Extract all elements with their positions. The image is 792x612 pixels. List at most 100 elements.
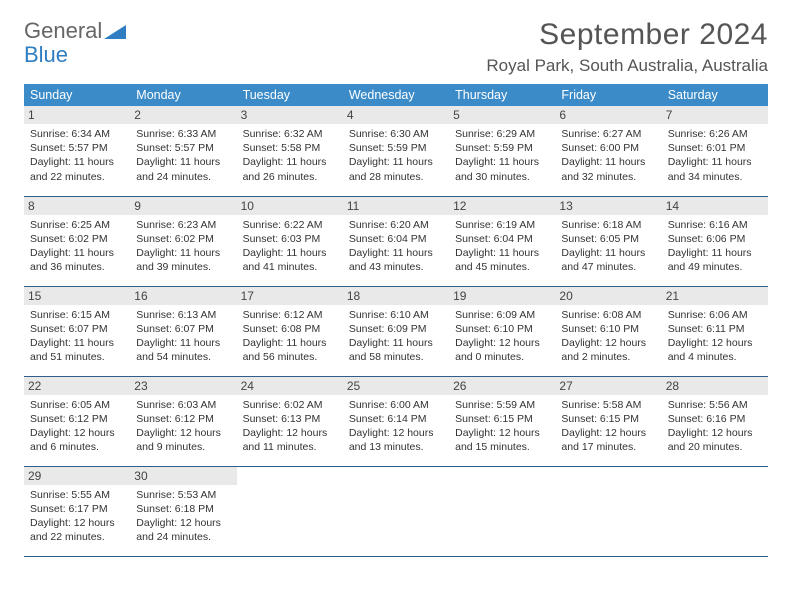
- calendar-week-row: 8Sunrise: 6:25 AMSunset: 6:02 PMDaylight…: [24, 196, 768, 286]
- calendar-day-cell: 28Sunrise: 5:56 AMSunset: 6:16 PMDayligh…: [662, 376, 768, 466]
- daylight-text: Daylight: 12 hours: [136, 516, 230, 530]
- daylight-text: Daylight: 11 hours: [30, 246, 124, 260]
- daylight-text: Daylight: 12 hours: [668, 426, 762, 440]
- day-number: 4: [343, 106, 449, 124]
- calendar-table: Sunday Monday Tuesday Wednesday Thursday…: [24, 84, 768, 557]
- day-number: 3: [237, 106, 343, 124]
- calendar-day-cell: 21Sunrise: 6:06 AMSunset: 6:11 PMDayligh…: [662, 286, 768, 376]
- daylight-text: and 28 minutes.: [349, 170, 443, 184]
- sunset-text: Sunset: 5:59 PM: [349, 141, 443, 155]
- weekday-header: Tuesday: [237, 84, 343, 106]
- daylight-text: and 47 minutes.: [561, 260, 655, 274]
- day-number: 24: [237, 377, 343, 395]
- day-number: 18: [343, 287, 449, 305]
- calendar-day-cell: 6Sunrise: 6:27 AMSunset: 6:00 PMDaylight…: [555, 106, 661, 196]
- daylight-text: Daylight: 11 hours: [136, 336, 230, 350]
- daylight-text: Daylight: 11 hours: [668, 246, 762, 260]
- day-number: 16: [130, 287, 236, 305]
- sunset-text: Sunset: 6:12 PM: [30, 412, 124, 426]
- calendar-day-cell: 11Sunrise: 6:20 AMSunset: 6:04 PMDayligh…: [343, 196, 449, 286]
- day-number: 25: [343, 377, 449, 395]
- daylight-text: Daylight: 11 hours: [243, 336, 337, 350]
- sunset-text: Sunset: 5:57 PM: [30, 141, 124, 155]
- sunset-text: Sunset: 6:02 PM: [30, 232, 124, 246]
- sunrise-text: Sunrise: 6:19 AM: [455, 218, 549, 232]
- daylight-text: Daylight: 11 hours: [136, 155, 230, 169]
- logo: General: [24, 18, 126, 44]
- daylight-text: Daylight: 11 hours: [243, 155, 337, 169]
- daylight-text: Daylight: 11 hours: [30, 336, 124, 350]
- day-number: 12: [449, 197, 555, 215]
- sunrise-text: Sunrise: 6:02 AM: [243, 398, 337, 412]
- sunset-text: Sunset: 6:07 PM: [136, 322, 230, 336]
- sunset-text: Sunset: 6:18 PM: [136, 502, 230, 516]
- weekday-header: Sunday: [24, 84, 130, 106]
- daylight-text: and 11 minutes.: [243, 440, 337, 454]
- day-number: 27: [555, 377, 661, 395]
- daylight-text: Daylight: 12 hours: [561, 426, 655, 440]
- sunset-text: Sunset: 6:06 PM: [668, 232, 762, 246]
- sunset-text: Sunset: 6:16 PM: [668, 412, 762, 426]
- sunset-text: Sunset: 5:58 PM: [243, 141, 337, 155]
- sunrise-text: Sunrise: 6:00 AM: [349, 398, 443, 412]
- daylight-text: and 26 minutes.: [243, 170, 337, 184]
- daylight-text: and 15 minutes.: [455, 440, 549, 454]
- sunrise-text: Sunrise: 5:55 AM: [30, 488, 124, 502]
- calendar-week-row: 1Sunrise: 6:34 AMSunset: 5:57 PMDaylight…: [24, 106, 768, 196]
- calendar-day-cell: [449, 466, 555, 556]
- day-number: 1: [24, 106, 130, 124]
- day-number: 20: [555, 287, 661, 305]
- sunrise-text: Sunrise: 6:05 AM: [30, 398, 124, 412]
- sunset-text: Sunset: 6:14 PM: [349, 412, 443, 426]
- daylight-text: and 24 minutes.: [136, 530, 230, 544]
- weekday-header: Monday: [130, 84, 236, 106]
- calendar-day-cell: 9Sunrise: 6:23 AMSunset: 6:02 PMDaylight…: [130, 196, 236, 286]
- sunrise-text: Sunrise: 6:22 AM: [243, 218, 337, 232]
- calendar-day-cell: 24Sunrise: 6:02 AMSunset: 6:13 PMDayligh…: [237, 376, 343, 466]
- daylight-text: Daylight: 11 hours: [243, 246, 337, 260]
- weekday-header: Thursday: [449, 84, 555, 106]
- daylight-text: Daylight: 12 hours: [561, 336, 655, 350]
- calendar-day-cell: 16Sunrise: 6:13 AMSunset: 6:07 PMDayligh…: [130, 286, 236, 376]
- daylight-text: Daylight: 11 hours: [349, 336, 443, 350]
- day-number: 5: [449, 106, 555, 124]
- sunrise-text: Sunrise: 6:06 AM: [668, 308, 762, 322]
- sunset-text: Sunset: 6:15 PM: [561, 412, 655, 426]
- daylight-text: and 39 minutes.: [136, 260, 230, 274]
- daylight-text: Daylight: 11 hours: [30, 155, 124, 169]
- daylight-text: and 34 minutes.: [668, 170, 762, 184]
- weekday-header-row: Sunday Monday Tuesday Wednesday Thursday…: [24, 84, 768, 106]
- sunrise-text: Sunrise: 6:27 AM: [561, 127, 655, 141]
- calendar-day-cell: 5Sunrise: 6:29 AMSunset: 5:59 PMDaylight…: [449, 106, 555, 196]
- daylight-text: Daylight: 12 hours: [30, 516, 124, 530]
- daylight-text: and 45 minutes.: [455, 260, 549, 274]
- calendar-day-cell: 2Sunrise: 6:33 AMSunset: 5:57 PMDaylight…: [130, 106, 236, 196]
- daylight-text: and 32 minutes.: [561, 170, 655, 184]
- daylight-text: Daylight: 12 hours: [455, 336, 549, 350]
- sunrise-text: Sunrise: 6:18 AM: [561, 218, 655, 232]
- sunset-text: Sunset: 5:57 PM: [136, 141, 230, 155]
- calendar-day-cell: 22Sunrise: 6:05 AMSunset: 6:12 PMDayligh…: [24, 376, 130, 466]
- calendar-day-cell: 23Sunrise: 6:03 AMSunset: 6:12 PMDayligh…: [130, 376, 236, 466]
- day-number: 13: [555, 197, 661, 215]
- sunrise-text: Sunrise: 6:34 AM: [30, 127, 124, 141]
- daylight-text: and 22 minutes.: [30, 530, 124, 544]
- sunrise-text: Sunrise: 6:20 AM: [349, 218, 443, 232]
- daylight-text: and 51 minutes.: [30, 350, 124, 364]
- day-number: 23: [130, 377, 236, 395]
- daylight-text: and 24 minutes.: [136, 170, 230, 184]
- day-number: 11: [343, 197, 449, 215]
- sunrise-text: Sunrise: 5:58 AM: [561, 398, 655, 412]
- month-title: September 2024: [486, 18, 768, 52]
- daylight-text: and 13 minutes.: [349, 440, 443, 454]
- logo-triangle-icon: [104, 23, 126, 39]
- sunset-text: Sunset: 6:05 PM: [561, 232, 655, 246]
- daylight-text: and 4 minutes.: [668, 350, 762, 364]
- sunrise-text: Sunrise: 6:29 AM: [455, 127, 549, 141]
- calendar-day-cell: 1 Sunrise: 6:34 AMSunset: 5:57 PMDaylight…: [24, 106, 130, 196]
- sunset-text: Sunset: 6:17 PM: [30, 502, 124, 516]
- calendar-day-cell: 19Sunrise: 6:09 AMSunset: 6:10 PMDayligh…: [449, 286, 555, 376]
- daylight-text: and 30 minutes.: [455, 170, 549, 184]
- sunset-text: Sunset: 6:04 PM: [349, 232, 443, 246]
- day-number: 2: [130, 106, 236, 124]
